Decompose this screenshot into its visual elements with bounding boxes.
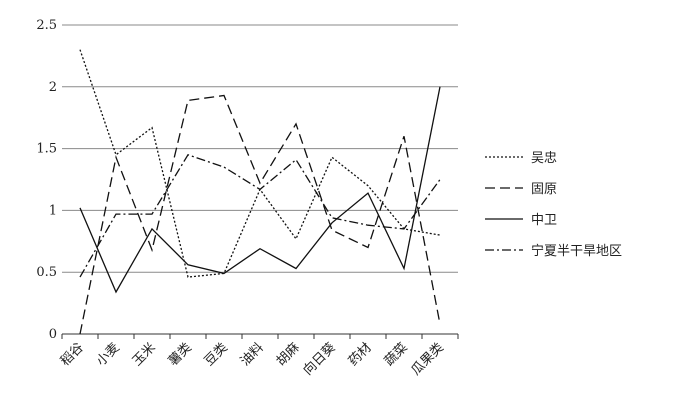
y-tick-label: 2 [49,80,57,95]
y-tick-labels: 0 0.5 1 1.5 2 2.5 [36,18,57,342]
x-tick-label: 小麦 [94,340,123,369]
legend-label: 宁夏半干旱地区 [531,243,622,259]
series-layer [79,49,441,335]
y-tick-label: 2.5 [36,18,57,33]
grid-layer [62,24,458,273]
y-tick-label: 0 [49,327,57,342]
x-tick-label: 稻谷 [58,340,87,369]
x-tick-label: 油料 [238,340,267,369]
x-tick-label: 薯类 [166,340,195,369]
y-tick-label: 0.5 [36,265,57,280]
x-tick-label: 药材 [346,340,375,369]
x-tick-label: 豆类 [202,340,231,369]
x-tick-label: 瓜果类 [409,340,447,378]
axis-layer [61,333,459,339]
x-tick-label: 玉米 [130,340,159,369]
legend-label: 中卫 [531,213,557,228]
series-line [79,86,441,294]
x-tick-label: 胡麻 [274,340,303,369]
y-tick-label: 1.5 [36,142,57,157]
legend-label: 固原 [531,182,557,197]
y-tick-label: 1 [49,203,57,218]
series-line [79,94,441,335]
x-tick-label: 蔬菜 [382,340,411,369]
series-line [79,154,441,278]
series-line [79,49,441,278]
x-tick-label: 向日葵 [300,340,339,379]
legend-label: 吴忠 [531,151,557,166]
